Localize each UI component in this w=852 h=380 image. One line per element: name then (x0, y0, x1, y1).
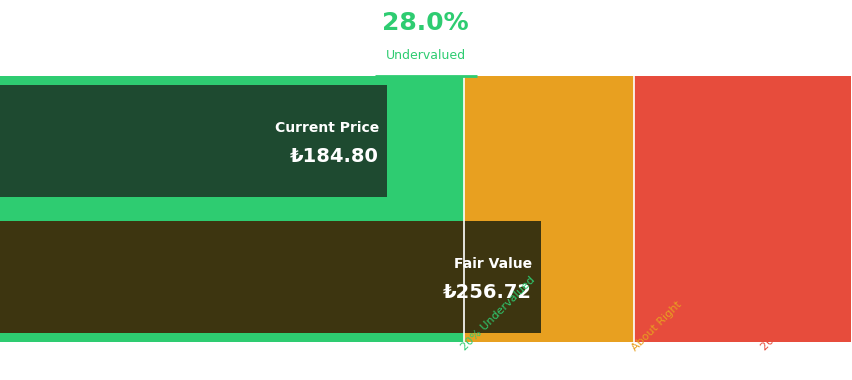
Text: 28.0%: 28.0% (382, 11, 469, 35)
Bar (463, 76, 634, 342)
Bar (0, 76, 463, 342)
Text: About Right: About Right (630, 299, 682, 353)
Bar (0, 221, 540, 332)
Bar (634, 76, 850, 342)
Text: Current Price: Current Price (274, 121, 378, 135)
Bar (0, 212, 463, 342)
Text: Undervalued: Undervalued (385, 49, 465, 62)
Bar (0, 86, 387, 197)
Text: 20% Undervalued: 20% Undervalued (459, 275, 537, 353)
Text: Fair Value: Fair Value (453, 256, 532, 271)
Text: 20% Overvalued: 20% Overvalued (759, 280, 832, 353)
Bar (0, 76, 463, 206)
Text: ₺256.72: ₺256.72 (442, 283, 532, 302)
Text: ₺184.80: ₺184.80 (290, 147, 378, 166)
